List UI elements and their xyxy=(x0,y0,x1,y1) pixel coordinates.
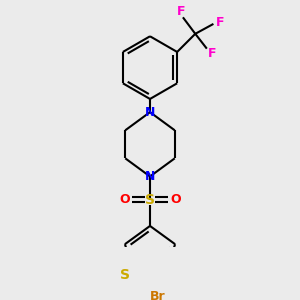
Text: O: O xyxy=(119,193,130,206)
Text: S: S xyxy=(119,268,130,282)
Text: Br: Br xyxy=(149,290,165,300)
Text: N: N xyxy=(145,170,155,183)
Text: F: F xyxy=(216,16,224,29)
Text: F: F xyxy=(177,5,185,18)
Text: O: O xyxy=(170,193,181,206)
Text: N: N xyxy=(145,106,155,118)
Text: S: S xyxy=(145,193,155,207)
Text: F: F xyxy=(208,47,216,60)
